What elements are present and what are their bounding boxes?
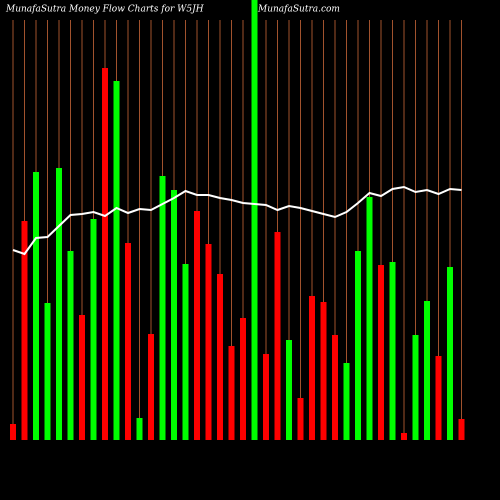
bar: [79, 315, 85, 440]
bar: [343, 363, 350, 440]
bar: [424, 301, 430, 440]
bar: [447, 267, 453, 440]
money-flow-line: [12, 185, 462, 256]
bar: [435, 356, 442, 440]
bar: [125, 243, 131, 440]
chart-subtitle: MunafaSutra.com: [257, 5, 340, 15]
bar: [297, 398, 304, 440]
bar: [320, 302, 327, 440]
bar: [263, 354, 269, 440]
bar: [113, 81, 120, 440]
bar: [458, 419, 465, 440]
bar: [251, 0, 258, 440]
bar: [67, 251, 74, 440]
bar: [10, 424, 16, 440]
bar: [90, 219, 97, 440]
bar: [412, 335, 419, 440]
bar: [194, 211, 200, 440]
bar: [205, 244, 212, 440]
bar: [366, 197, 373, 440]
bar: [286, 340, 292, 440]
bar: [33, 172, 39, 440]
bar: [56, 168, 62, 440]
bars: [10, 0, 465, 440]
chart-title: MunafaSutra Money Flow Charts for W5JH: [5, 5, 204, 15]
bar: [332, 335, 338, 440]
bar: [217, 274, 223, 440]
bar: [309, 296, 315, 440]
bar: [148, 334, 154, 440]
bar: [21, 221, 28, 440]
bar: [44, 303, 51, 440]
bar: [240, 318, 246, 440]
bar: [355, 251, 361, 440]
bar: [171, 190, 177, 440]
bar: [401, 433, 407, 440]
bar: [389, 262, 396, 440]
bar: [102, 68, 108, 440]
bar: [136, 418, 143, 440]
bar: [182, 264, 189, 440]
bar: [228, 346, 235, 440]
bar: [274, 232, 281, 440]
bar: [159, 176, 166, 440]
bar: [378, 265, 384, 440]
